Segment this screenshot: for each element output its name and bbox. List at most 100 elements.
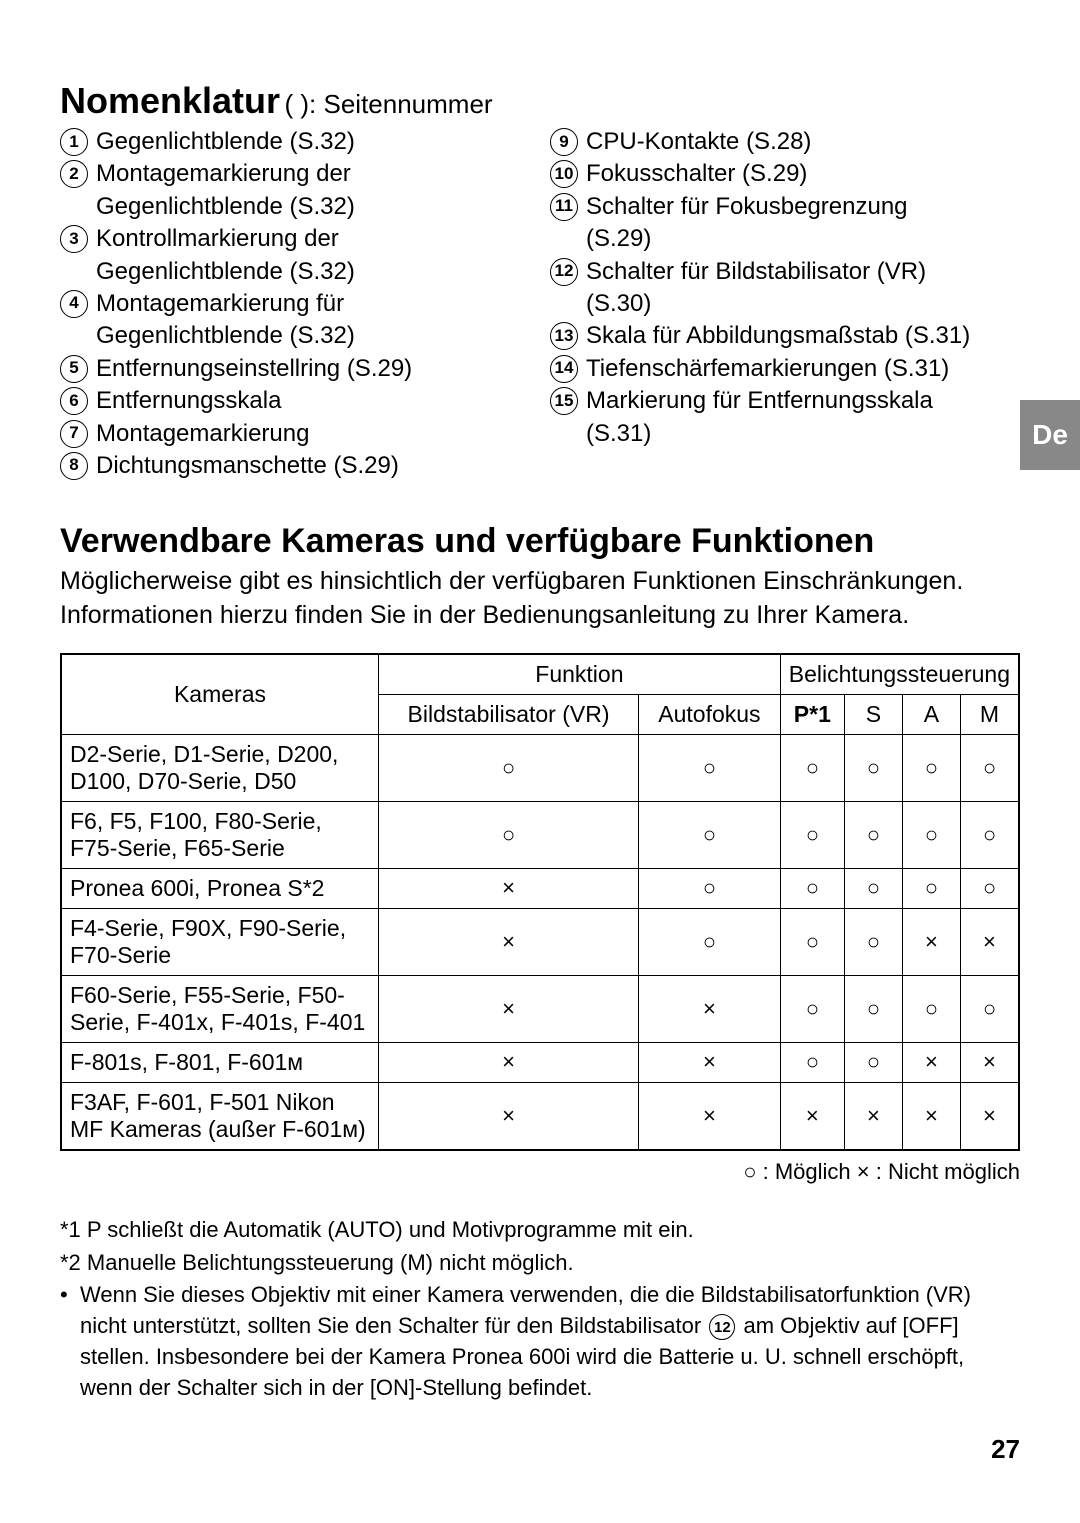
nomenclature-item: 15Markierung für Entfernungsskala bbox=[550, 385, 1020, 417]
af-cell: × bbox=[639, 1042, 781, 1082]
nomenclature-item-sub: (S.29) bbox=[550, 223, 1020, 255]
nomenclature-item: 8Dichtungsmanschette (S.29) bbox=[60, 450, 530, 482]
nomenclature-item: 10Fokusschalter (S.29) bbox=[550, 158, 1020, 190]
s-cell: ○ bbox=[844, 908, 902, 975]
camera-cell: F4-Serie, F90X, F90-Serie, F70-Serie bbox=[61, 908, 379, 975]
camera-cell: D2-Serie, D1-Serie, D200, D100, D70-Seri… bbox=[61, 734, 379, 801]
camera-cell: Pronea 600i, Pronea S*2 bbox=[61, 868, 379, 908]
usable-cameras-section: Verwendbare Kameras und verfügbare Funkt… bbox=[60, 522, 1020, 1464]
m-cell: × bbox=[960, 1082, 1019, 1150]
vr-cell: × bbox=[379, 1082, 639, 1150]
th-m: M bbox=[960, 694, 1019, 734]
s-cell: × bbox=[844, 1082, 902, 1150]
p-cell: ○ bbox=[780, 734, 844, 801]
vr-cell: × bbox=[379, 868, 639, 908]
a-cell: ○ bbox=[902, 734, 960, 801]
th-vr: Bildstabilisator (VR) bbox=[379, 694, 639, 734]
a-cell: ○ bbox=[902, 868, 960, 908]
p-cell: ○ bbox=[780, 975, 844, 1042]
a-cell: × bbox=[902, 1082, 960, 1150]
th-a: A bbox=[902, 694, 960, 734]
vr-cell: × bbox=[379, 975, 639, 1042]
table-row: D2-Serie, D1-Serie, D200, D100, D70-Seri… bbox=[61, 734, 1019, 801]
footnote-bullet: Wenn Sie dieses Objektiv mit einer Kamer… bbox=[60, 1280, 1020, 1403]
vr-cell: ○ bbox=[379, 801, 639, 868]
nomenclature-item: 2Montagemarkierung der bbox=[60, 158, 530, 190]
item-number-icon: 9 bbox=[550, 128, 578, 156]
nomenclature-item-sub: (S.31) bbox=[550, 418, 1020, 450]
p-cell: ○ bbox=[780, 1042, 844, 1082]
nomenclature-item: 13Skala für Abbildungsmaßstab (S.31) bbox=[550, 320, 1020, 352]
nomenclature-left-col: 1Gegenlichtblende (S.32)2Montagemarkieru… bbox=[60, 126, 530, 482]
af-cell: × bbox=[639, 1082, 781, 1150]
af-cell: ○ bbox=[639, 734, 781, 801]
p-cell: ○ bbox=[780, 801, 844, 868]
nomenclature-section: Nomenklatur ( ): Seitennummer 1 Gegenlich… bbox=[60, 80, 1020, 482]
table-body: D2-Serie, D1-Serie, D200, D100, D70-Seri… bbox=[61, 734, 1019, 1150]
section-intro: Möglicherweise gibt es hinsichtlich der … bbox=[60, 565, 1020, 633]
table-legend: ○ : Möglich × : Nicht möglich bbox=[60, 1159, 1020, 1185]
table-row: F4-Serie, F90X, F90-Serie, F70-Serie×○○○… bbox=[61, 908, 1019, 975]
nomenclature-item-sub: Gegenlichtblende (S.32) bbox=[60, 256, 530, 288]
th-exposure: Belichtungssteuerung bbox=[780, 654, 1019, 695]
p-cell: ○ bbox=[780, 868, 844, 908]
th-cameras: Kameras bbox=[61, 654, 379, 735]
item-number-icon: 11 bbox=[550, 193, 578, 221]
nomenclature-item: 5Entfernungseinstellring (S.29) bbox=[60, 353, 530, 385]
compatibility-table: Kameras Funktion Belichtungssteuerung Bi… bbox=[60, 653, 1020, 1151]
table-row: F6, F5, F100, F80-Serie, F75-Serie, F65-… bbox=[61, 801, 1019, 868]
m-cell: ○ bbox=[960, 734, 1019, 801]
table-row: F-801s, F-801, F-601ᴍ××○○×× bbox=[61, 1042, 1019, 1082]
p-cell: × bbox=[780, 1082, 844, 1150]
item-number-icon: 12 bbox=[550, 258, 578, 286]
nomenclature-item: 4Montagemarkierung für bbox=[60, 288, 530, 320]
a-cell: × bbox=[902, 908, 960, 975]
nomenclature-item: 14Tiefenschärfemarkierungen (S.31) bbox=[550, 353, 1020, 385]
af-cell: ○ bbox=[639, 801, 781, 868]
language-tab: De bbox=[1020, 400, 1080, 470]
m-cell: ○ bbox=[960, 975, 1019, 1042]
item-number-icon: 15 bbox=[550, 387, 578, 415]
nomenclature-item: 9CPU-Kontakte (S.28) bbox=[550, 126, 1020, 158]
nomenclature-item-sub: Gegenlichtblende (S.32) bbox=[60, 320, 530, 352]
item-number-icon: 13 bbox=[550, 322, 578, 350]
m-cell: × bbox=[960, 1042, 1019, 1082]
nomenclature-item: 11Schalter für Fokusbegrenzung bbox=[550, 191, 1020, 223]
nomenclature-title: Nomenklatur bbox=[60, 80, 280, 121]
inline-ref-12: 12 bbox=[709, 1314, 735, 1340]
item-number-icon: 5 bbox=[60, 355, 88, 383]
vr-cell: ○ bbox=[379, 734, 639, 801]
item-number-icon: 4 bbox=[60, 290, 88, 318]
a-cell: × bbox=[902, 1042, 960, 1082]
th-af: Autofokus bbox=[639, 694, 781, 734]
nomenclature-item: 12Schalter für Bildstabilisator (VR) bbox=[550, 256, 1020, 288]
camera-cell: F60-Serie, F55-Serie, F50-Serie, F-401x,… bbox=[61, 975, 379, 1042]
item-number-icon: 7 bbox=[60, 420, 88, 448]
footnotes: *1 P schließt die Automatik (AUTO) und M… bbox=[60, 1215, 1020, 1404]
table-row: F3AF, F-601, F-501 Nikon MF Kameras (auß… bbox=[61, 1082, 1019, 1150]
camera-cell: F6, F5, F100, F80-Serie, F75-Serie, F65-… bbox=[61, 801, 379, 868]
item-number-icon: 3 bbox=[60, 225, 88, 253]
footnote-1: *1 P schließt die Automatik (AUTO) und M… bbox=[60, 1215, 1020, 1246]
af-cell: × bbox=[639, 975, 781, 1042]
af-cell: ○ bbox=[639, 908, 781, 975]
nomenclature-suffix: ( ): Seitennummer bbox=[285, 89, 493, 119]
s-cell: ○ bbox=[844, 975, 902, 1042]
m-cell: × bbox=[960, 908, 1019, 975]
table-row: Pronea 600i, Pronea S*2×○○○○○ bbox=[61, 868, 1019, 908]
vr-cell: × bbox=[379, 1042, 639, 1082]
s-cell: ○ bbox=[844, 734, 902, 801]
s-cell: ○ bbox=[844, 1042, 902, 1082]
nomenclature-item-sub: Gegenlichtblende (S.32) bbox=[60, 191, 530, 223]
nomenclature-item: 3Kontrollmarkierung der bbox=[60, 223, 530, 255]
table-row: F60-Serie, F55-Serie, F50-Serie, F-401x,… bbox=[61, 975, 1019, 1042]
camera-cell: F-801s, F-801, F-601ᴍ bbox=[61, 1042, 379, 1082]
vr-cell: × bbox=[379, 908, 639, 975]
item-number-icon: 14 bbox=[550, 355, 578, 383]
item-number-icon: 6 bbox=[60, 387, 88, 415]
nomenclature-item-sub: (S.30) bbox=[550, 288, 1020, 320]
th-function: Funktion bbox=[379, 654, 781, 695]
a-cell: ○ bbox=[902, 975, 960, 1042]
item-number-icon: 1 bbox=[60, 128, 88, 156]
nomenclature-item: 6Entfernungsskala bbox=[60, 385, 530, 417]
